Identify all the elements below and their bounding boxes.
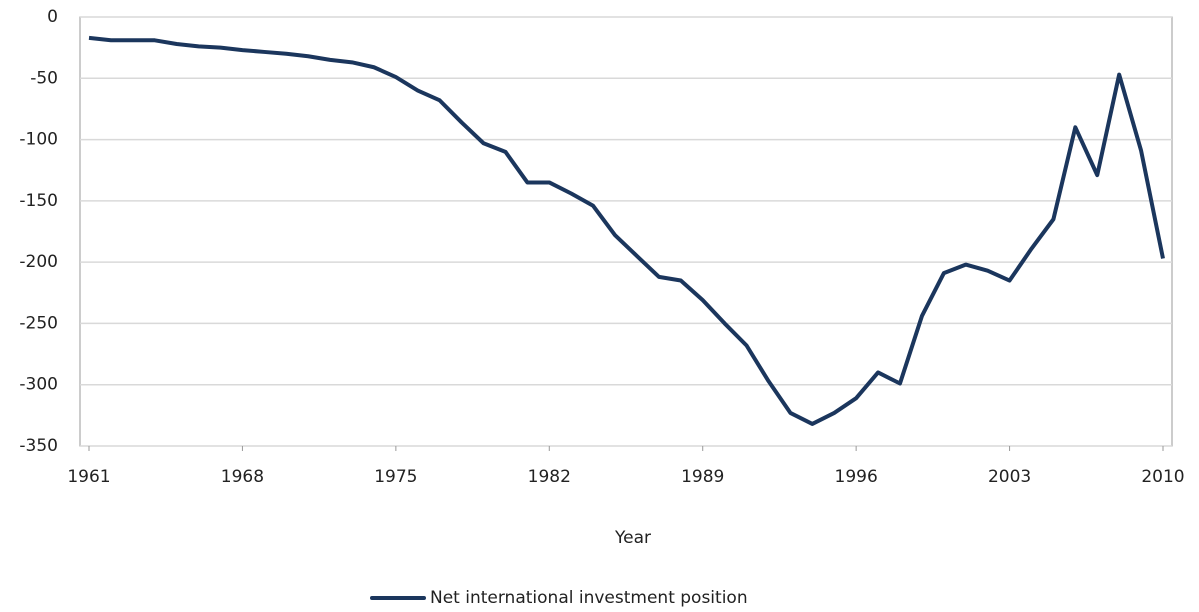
y-tick-label: -100 xyxy=(19,130,58,150)
y-tick-label: -250 xyxy=(19,313,58,333)
y-tick-label: 0 xyxy=(47,7,58,27)
x-tick-label: 1982 xyxy=(528,467,571,487)
y-tick-label: -50 xyxy=(30,68,58,88)
data-line xyxy=(88,35,1165,426)
y-tick-label: -200 xyxy=(19,252,58,272)
y-tick-label: -150 xyxy=(19,191,58,211)
x-tick-label: 1975 xyxy=(374,467,417,487)
plot-frame xyxy=(79,16,1173,447)
x-tick-label: 1961 xyxy=(67,467,110,487)
x-tick-label: 1989 xyxy=(681,467,724,487)
x-tick-label: 1968 xyxy=(221,467,264,487)
legend-label: Net international investment position xyxy=(430,588,748,608)
x-tick-label: 2010 xyxy=(1141,467,1184,487)
x-axis-title: Year xyxy=(614,528,651,548)
y-tick-label: -300 xyxy=(19,375,58,395)
x-tick-label: 2003 xyxy=(988,467,1031,487)
y-tick-label: -350 xyxy=(19,436,58,456)
x-tick-label: 1996 xyxy=(835,467,878,487)
